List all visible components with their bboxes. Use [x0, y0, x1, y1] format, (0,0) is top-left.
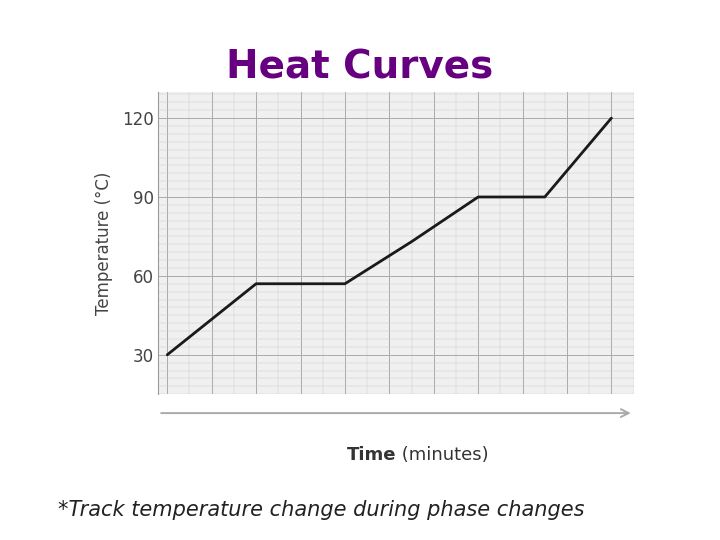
- Y-axis label: Temperature (°C): Temperature (°C): [96, 171, 114, 315]
- Text: *Track temperature change during phase changes: *Track temperature change during phase c…: [58, 500, 584, 519]
- Text: Time: Time: [346, 446, 396, 463]
- Text: (minutes): (minutes): [396, 446, 489, 463]
- Text: Heat Curves: Heat Curves: [226, 49, 494, 86]
